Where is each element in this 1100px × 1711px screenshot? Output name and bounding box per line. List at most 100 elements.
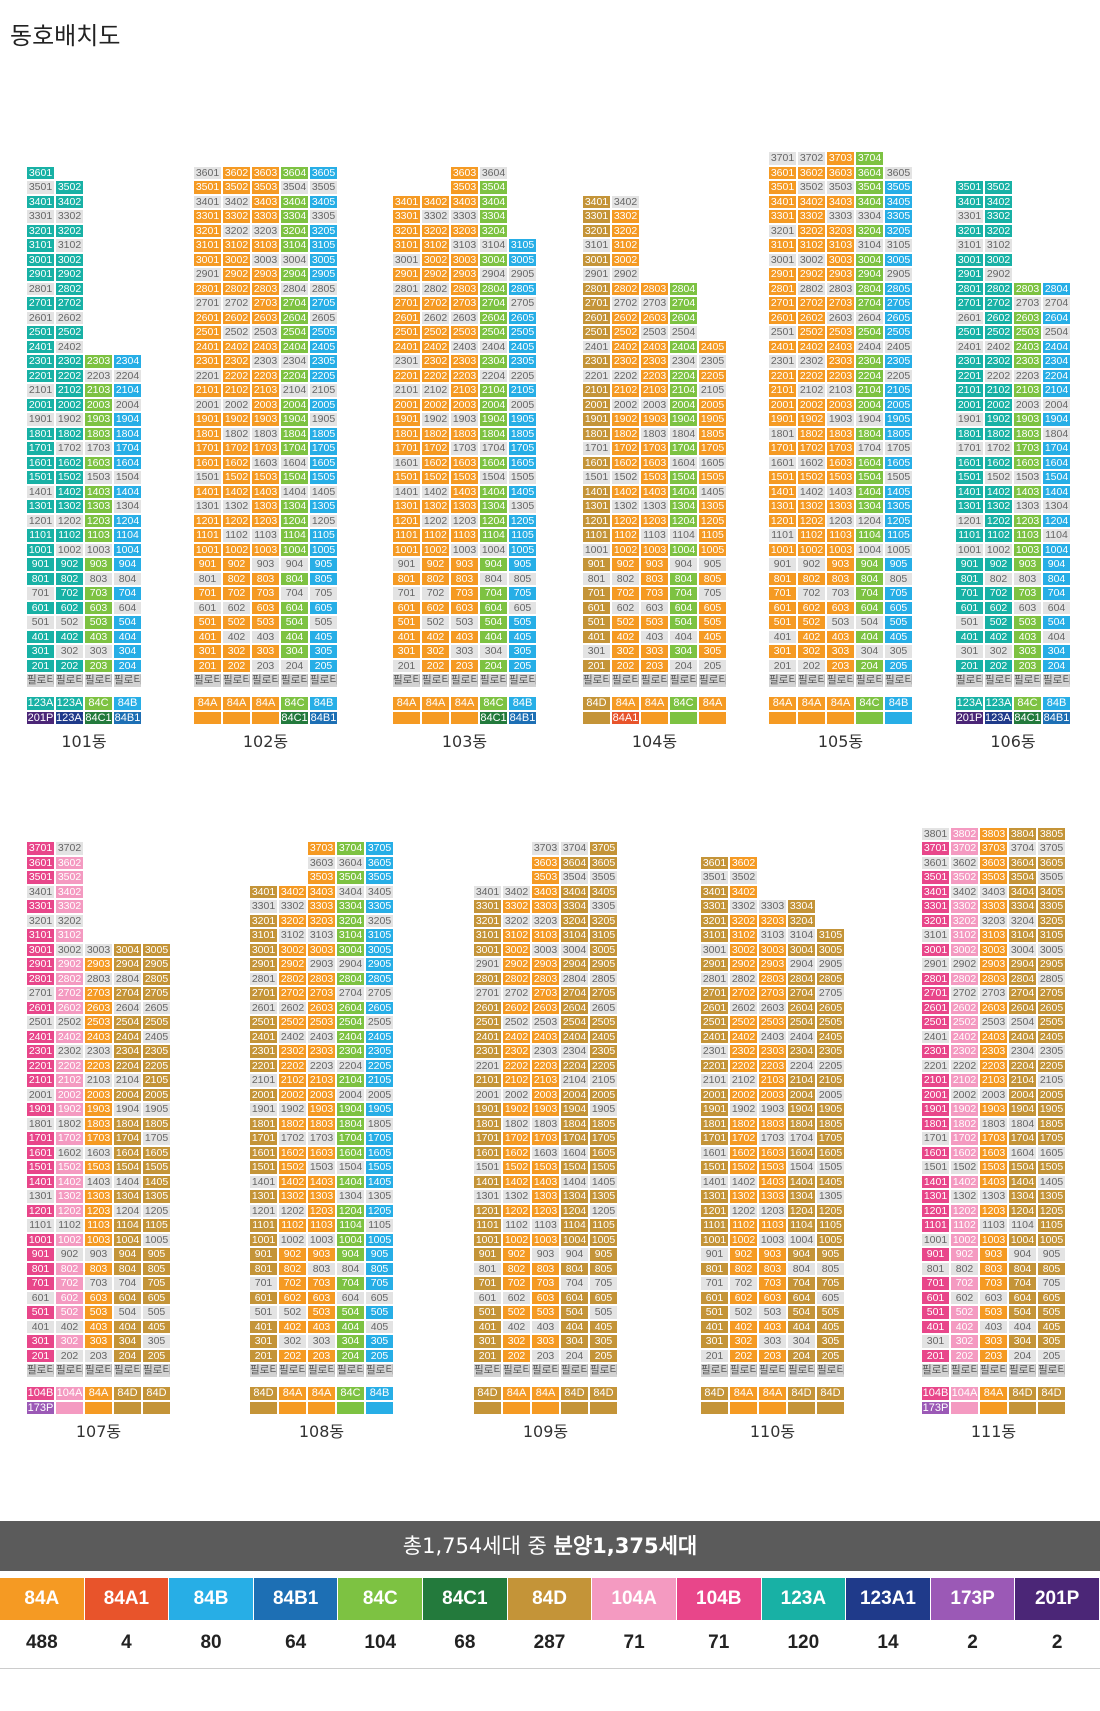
unit-cell: 703 <box>84 1276 113 1291</box>
unit-cell: 802 <box>55 1261 84 1276</box>
unit-cell: 2002 <box>797 397 826 412</box>
unit-cell: 1604 <box>1008 1145 1037 1160</box>
footer-cell: 84C <box>479 696 508 711</box>
unit-cell: 3101 <box>768 238 797 253</box>
unit-cell: 3305 <box>1037 899 1066 914</box>
unit-cell: 2003 <box>84 397 113 412</box>
unit-cell: 1202 <box>278 1203 307 1218</box>
unit-cell: 3503 <box>251 180 280 195</box>
unit-cell: 1405 <box>816 1174 845 1189</box>
unit-cell: 803 <box>640 571 669 586</box>
unit-cell: 1305 <box>1037 1189 1066 1204</box>
unit-cell: 2003 <box>531 1087 560 1102</box>
unit-cell: 2002 <box>984 397 1013 412</box>
unit-cell: 601 <box>26 1290 55 1305</box>
unit-cell: 2503 <box>640 325 669 340</box>
unit-cell: 1101 <box>392 528 421 543</box>
building-layout-diagram: 필로티 필로티 필로티 필로티 201 301 401 501 601 701 801 901 1001… <box>26 151 1071 1441</box>
unit-cell: 304 <box>479 644 508 659</box>
unit-cell: 1704 <box>113 441 142 456</box>
unit-cell: 1502 <box>222 470 251 485</box>
unit-cell: 2103 <box>251 383 280 398</box>
unit-cell: 2901 <box>249 957 278 972</box>
unit-cell: 2103 <box>826 383 855 398</box>
piloti-cell: 필로티 <box>729 1363 758 1378</box>
unit-cell: 3203 <box>307 913 336 928</box>
unit-cell: 1705 <box>365 1131 394 1146</box>
unit-cell: 504 <box>113 1305 142 1320</box>
unit-cell: 1302 <box>55 499 84 514</box>
unit-cell: 2705 <box>309 296 338 311</box>
unit-cell: 1301 <box>955 499 984 514</box>
unit-cell: 2405 <box>1037 1029 1066 1044</box>
unit-cell: 2201 <box>26 1058 55 1073</box>
unit-cell: 2705 <box>365 986 394 1001</box>
unit-cell: 3601 <box>768 165 797 180</box>
unit-cell: 2203 <box>251 368 280 383</box>
legend-type-123A1: 123A1 <box>846 1578 930 1620</box>
unit-cell: 2501 <box>26 1015 55 1030</box>
unit-cell: 702 <box>55 586 84 601</box>
unit-cell: 3001 <box>768 252 797 267</box>
unit-cell: 201 <box>582 658 611 673</box>
unit-cell: 2803 <box>450 281 479 296</box>
piloti-cell: 필로티 <box>26 673 55 688</box>
unit-cell: 3302 <box>611 209 640 224</box>
unit-cell: 3004 <box>479 252 508 267</box>
unit-cell: 3704 <box>336 841 365 856</box>
unit-cell: 2503 <box>307 1015 336 1030</box>
unit-cell: 2801 <box>473 971 502 986</box>
unit-cell: 2104 <box>1042 383 1071 398</box>
unit-cell: 1804 <box>336 1116 365 1131</box>
unit-cell: 2802 <box>729 971 758 986</box>
unit-cell: 1402 <box>950 1174 979 1189</box>
unit-cell: 801 <box>700 1261 729 1276</box>
unit-cell: 3002 <box>611 252 640 267</box>
unit-cell: 1003 <box>826 542 855 557</box>
unit-cell: 2603 <box>84 1000 113 1015</box>
unit-cell: 802 <box>55 571 84 586</box>
unit-cell: 2401 <box>26 339 55 354</box>
unit-cell: 303 <box>826 644 855 659</box>
unit-cell: 1103 <box>251 528 280 543</box>
footer-cell: 84A <box>222 696 251 711</box>
unit-cell: 3004 <box>113 942 142 957</box>
unit-cell: 2402 <box>55 1029 84 1044</box>
unit-cell: 1701 <box>249 1131 278 1146</box>
unit-cell: 3302 <box>278 899 307 914</box>
unit-cell: 2301 <box>921 1044 950 1059</box>
unit-cell: 1902 <box>55 1102 84 1117</box>
unit-cell: 402 <box>278 1319 307 1334</box>
piloti-cell: 필로티 <box>984 673 1013 688</box>
unit-cell: 501 <box>768 615 797 630</box>
footer-cell: 104B <box>26 1386 55 1401</box>
unit-cell: 704 <box>1042 586 1071 601</box>
unit-cell: 1605 <box>1037 1145 1066 1160</box>
unit-cell: 1602 <box>278 1145 307 1160</box>
footer-cell <box>826 710 855 725</box>
unit-cell: 3201 <box>921 913 950 928</box>
unit-cell: 1302 <box>611 499 640 514</box>
unit-cell: 3104 <box>280 238 309 253</box>
unit-cell: 1501 <box>26 470 55 485</box>
unit-cell: 204 <box>336 1348 365 1363</box>
unit-cell: 3202 <box>278 913 307 928</box>
footer-cell: 84C1 <box>280 710 309 725</box>
unit-cell: 1302 <box>278 1189 307 1204</box>
unit-cell: 2604 <box>787 1000 816 1015</box>
unit-cell: 2702 <box>55 986 84 1001</box>
unit-cell: 1204 <box>669 513 698 528</box>
unit-cell: 1401 <box>768 484 797 499</box>
unit-cell: 2104 <box>280 383 309 398</box>
unit-cell: 2001 <box>26 397 55 412</box>
unit-cell: 1104 <box>560 1218 589 1233</box>
legend-count-84A1: 4 <box>121 1632 132 1653</box>
unit-cell: 802 <box>950 1261 979 1276</box>
footer-cell <box>365 1400 394 1415</box>
unit-cell: 301 <box>392 644 421 659</box>
unit-cell: 901 <box>700 1247 729 1262</box>
unit-cell: 2503 <box>758 1015 787 1030</box>
unit-cell: 1602 <box>55 1145 84 1160</box>
unit-cell: 1303 <box>1013 499 1042 514</box>
unit-cell: 3101 <box>955 238 984 253</box>
